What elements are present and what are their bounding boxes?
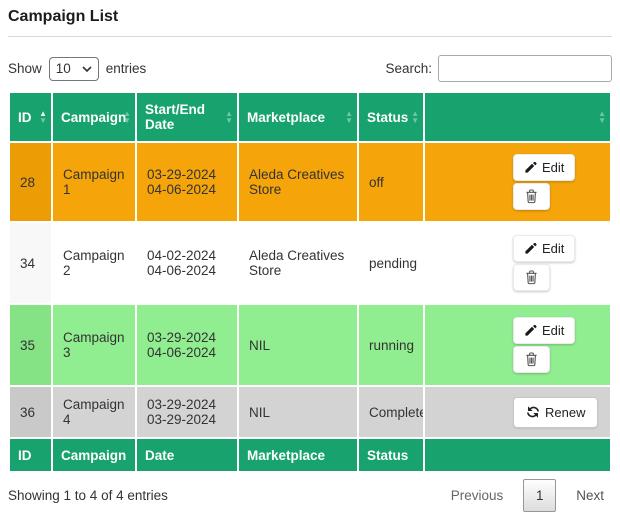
cell-marketplace: NIL bbox=[239, 305, 357, 385]
column-header-date[interactable]: Start/End Date ▲ ▼ bbox=[137, 93, 237, 141]
table-info: Showing 1 to 4 of 4 entries bbox=[8, 488, 168, 503]
table-bottom-bar: Showing 1 to 4 of 4 entries Previous 1 N… bbox=[8, 479, 612, 512]
sort-desc-icon: ▼ bbox=[39, 116, 47, 125]
table-row: 36 Campaign 4 03-29-2024 03-29-2024 NIL … bbox=[10, 387, 610, 437]
sort-desc-icon: ▼ bbox=[225, 116, 233, 125]
sort-icons: ▲ ▼ bbox=[225, 109, 233, 125]
delete-button[interactable] bbox=[513, 183, 550, 210]
show-label: Show bbox=[8, 61, 42, 76]
edit-button[interactable]: Edit bbox=[513, 154, 576, 181]
pagination-previous[interactable]: Previous bbox=[450, 488, 504, 503]
sort-icons: ▲ ▼ bbox=[39, 109, 47, 125]
cell-actions: Edit bbox=[425, 305, 610, 385]
cell-date: 03-29-2024 04-06-2024 bbox=[137, 305, 237, 385]
cell-id: 28 bbox=[10, 143, 51, 221]
sort-desc-icon: ▼ bbox=[411, 116, 419, 125]
footer-actions bbox=[425, 439, 610, 471]
sort-asc-icon: ▲ bbox=[123, 109, 131, 118]
page-length-control: Show 10 entries bbox=[8, 56, 147, 81]
sort-icons: ▲ ▼ bbox=[598, 109, 606, 125]
cell-marketplace: NIL bbox=[239, 387, 357, 437]
table-footer-row: ID Campaign Date Marketplace Status bbox=[10, 439, 610, 471]
renew-button[interactable]: Renew bbox=[513, 396, 599, 428]
sort-icons: ▲ ▼ bbox=[345, 109, 353, 125]
edit-button[interactable]: Edit bbox=[513, 235, 576, 262]
search-control: Search: bbox=[385, 55, 612, 82]
table-row: 28 Campaign 1 03-29-2024 04-06-2024 Aled… bbox=[10, 143, 610, 221]
pagination-page-1[interactable]: 1 bbox=[523, 479, 557, 512]
page-length-select[interactable]: 10 bbox=[48, 56, 99, 81]
cell-campaign: Campaign 4 bbox=[53, 387, 135, 437]
footer-marketplace: Marketplace bbox=[239, 439, 357, 471]
cell-status: Complete bbox=[359, 387, 423, 437]
refresh-icon bbox=[527, 406, 539, 418]
search-label: Search: bbox=[385, 61, 432, 76]
table-toolbar: Show 10 entries Search: bbox=[8, 55, 612, 82]
cell-campaign: Campaign 2 bbox=[53, 223, 135, 303]
column-header-marketplace[interactable]: Marketplace ▲ ▼ bbox=[239, 93, 357, 141]
trash-icon bbox=[526, 352, 537, 367]
page-title: Campaign List bbox=[8, 8, 119, 25]
delete-button[interactable] bbox=[513, 264, 550, 291]
table-header-row: ID ▲ ▼ Campaign ▲ ▼ Start/End Date ▲ ▼ Mark… bbox=[10, 93, 610, 141]
cell-id: 35 bbox=[10, 305, 51, 385]
sort-asc-icon: ▲ bbox=[411, 109, 419, 118]
column-header-id[interactable]: ID ▲ ▼ bbox=[10, 93, 51, 141]
cell-id: 34 bbox=[10, 223, 51, 303]
sort-icons: ▲ ▼ bbox=[123, 109, 131, 125]
pencil-icon bbox=[525, 161, 537, 173]
cell-id: 36 bbox=[10, 387, 51, 437]
cell-status: running bbox=[359, 305, 423, 385]
pagination-next[interactable]: Next bbox=[576, 488, 604, 503]
sort-asc-icon: ▲ bbox=[598, 109, 606, 118]
column-header-actions[interactable]: ▲ ▼ bbox=[425, 93, 610, 141]
cell-campaign: Campaign 1 bbox=[53, 143, 135, 221]
sort-asc-icon: ▲ bbox=[39, 109, 47, 118]
chevron-down-icon bbox=[82, 65, 92, 72]
cell-status: off bbox=[359, 143, 423, 221]
cell-marketplace: Aleda Creatives Store bbox=[239, 143, 357, 221]
trash-icon bbox=[526, 270, 537, 285]
table-row: 34 Campaign 2 04-02-2024 04-06-2024 Aled… bbox=[10, 223, 610, 303]
edit-button[interactable]: Edit bbox=[513, 317, 576, 344]
pencil-icon bbox=[525, 242, 537, 254]
pencil-icon bbox=[525, 324, 537, 336]
footer-campaign: Campaign bbox=[53, 439, 135, 471]
pagination: Previous 1 Next bbox=[443, 479, 612, 512]
cell-campaign: Campaign 3 bbox=[53, 305, 135, 385]
sort-desc-icon: ▼ bbox=[345, 116, 353, 125]
footer-date: Date bbox=[137, 439, 237, 471]
trash-icon bbox=[526, 189, 537, 204]
sort-desc-icon: ▼ bbox=[123, 116, 131, 125]
sort-icons: ▲ ▼ bbox=[411, 109, 419, 125]
sort-asc-icon: ▲ bbox=[345, 109, 353, 118]
campaign-list-page: Campaign List Show 10 entries Search: ID… bbox=[0, 8, 620, 512]
cell-actions: Edit bbox=[425, 143, 610, 221]
delete-button[interactable] bbox=[513, 346, 550, 373]
cell-actions: Edit bbox=[425, 223, 610, 303]
table-row: 35 Campaign 3 03-29-2024 04-06-2024 NIL … bbox=[10, 305, 610, 385]
column-header-status[interactable]: Status ▲ ▼ bbox=[359, 93, 423, 141]
cell-actions: Renew bbox=[425, 387, 610, 437]
cell-status: pending bbox=[359, 223, 423, 303]
sort-asc-icon: ▲ bbox=[225, 109, 233, 118]
campaign-table: ID ▲ ▼ Campaign ▲ ▼ Start/End Date ▲ ▼ Mark… bbox=[8, 91, 612, 473]
column-header-campaign[interactable]: Campaign ▲ ▼ bbox=[53, 93, 135, 141]
cell-date: 03-29-2024 04-06-2024 bbox=[137, 143, 237, 221]
footer-id: ID bbox=[10, 439, 51, 471]
page-length-value: 10 bbox=[55, 61, 71, 76]
footer-status: Status bbox=[359, 439, 423, 471]
title-divider bbox=[8, 36, 612, 37]
search-input[interactable] bbox=[438, 55, 612, 82]
cell-date: 04-02-2024 04-06-2024 bbox=[137, 223, 237, 303]
cell-marketplace: Aleda Creatives Store bbox=[239, 223, 357, 303]
entries-label: entries bbox=[105, 61, 147, 76]
cell-date: 03-29-2024 03-29-2024 bbox=[137, 387, 237, 437]
sort-desc-icon: ▼ bbox=[598, 116, 606, 125]
